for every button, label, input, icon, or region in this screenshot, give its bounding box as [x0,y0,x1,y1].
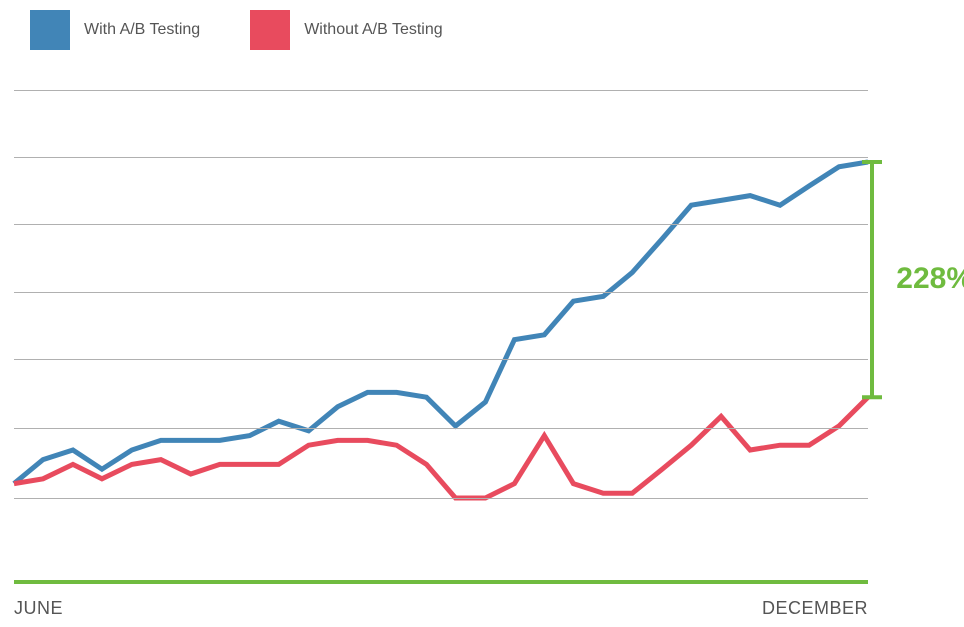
legend: With A/B Testing Without A/B Testing [30,10,443,50]
gridline [14,90,868,91]
plot-area: 228% JUNEDECEMBER [14,90,868,570]
x-axis-baseline [14,580,868,584]
gridline [14,359,868,360]
gridline [14,157,868,158]
chart-root: With A/B Testing Without A/B Testing 228… [0,0,964,627]
x-axis-label: JUNE [14,598,63,619]
callout-value: 228% [896,262,964,296]
gridline [14,224,868,225]
gridline [14,292,868,293]
legend-label-with-ab: With A/B Testing [84,21,200,39]
legend-swatch-with-ab [30,10,70,50]
legend-item-without-ab: Without A/B Testing [250,10,442,50]
gridline [14,498,868,499]
legend-label-without-ab: Without A/B Testing [304,21,442,39]
callout-bracket [872,90,922,570]
legend-swatch-without-ab [250,10,290,50]
x-axis-label: DECEMBER [762,598,868,619]
legend-item-with-ab: With A/B Testing [30,10,200,50]
gridline [14,428,868,429]
